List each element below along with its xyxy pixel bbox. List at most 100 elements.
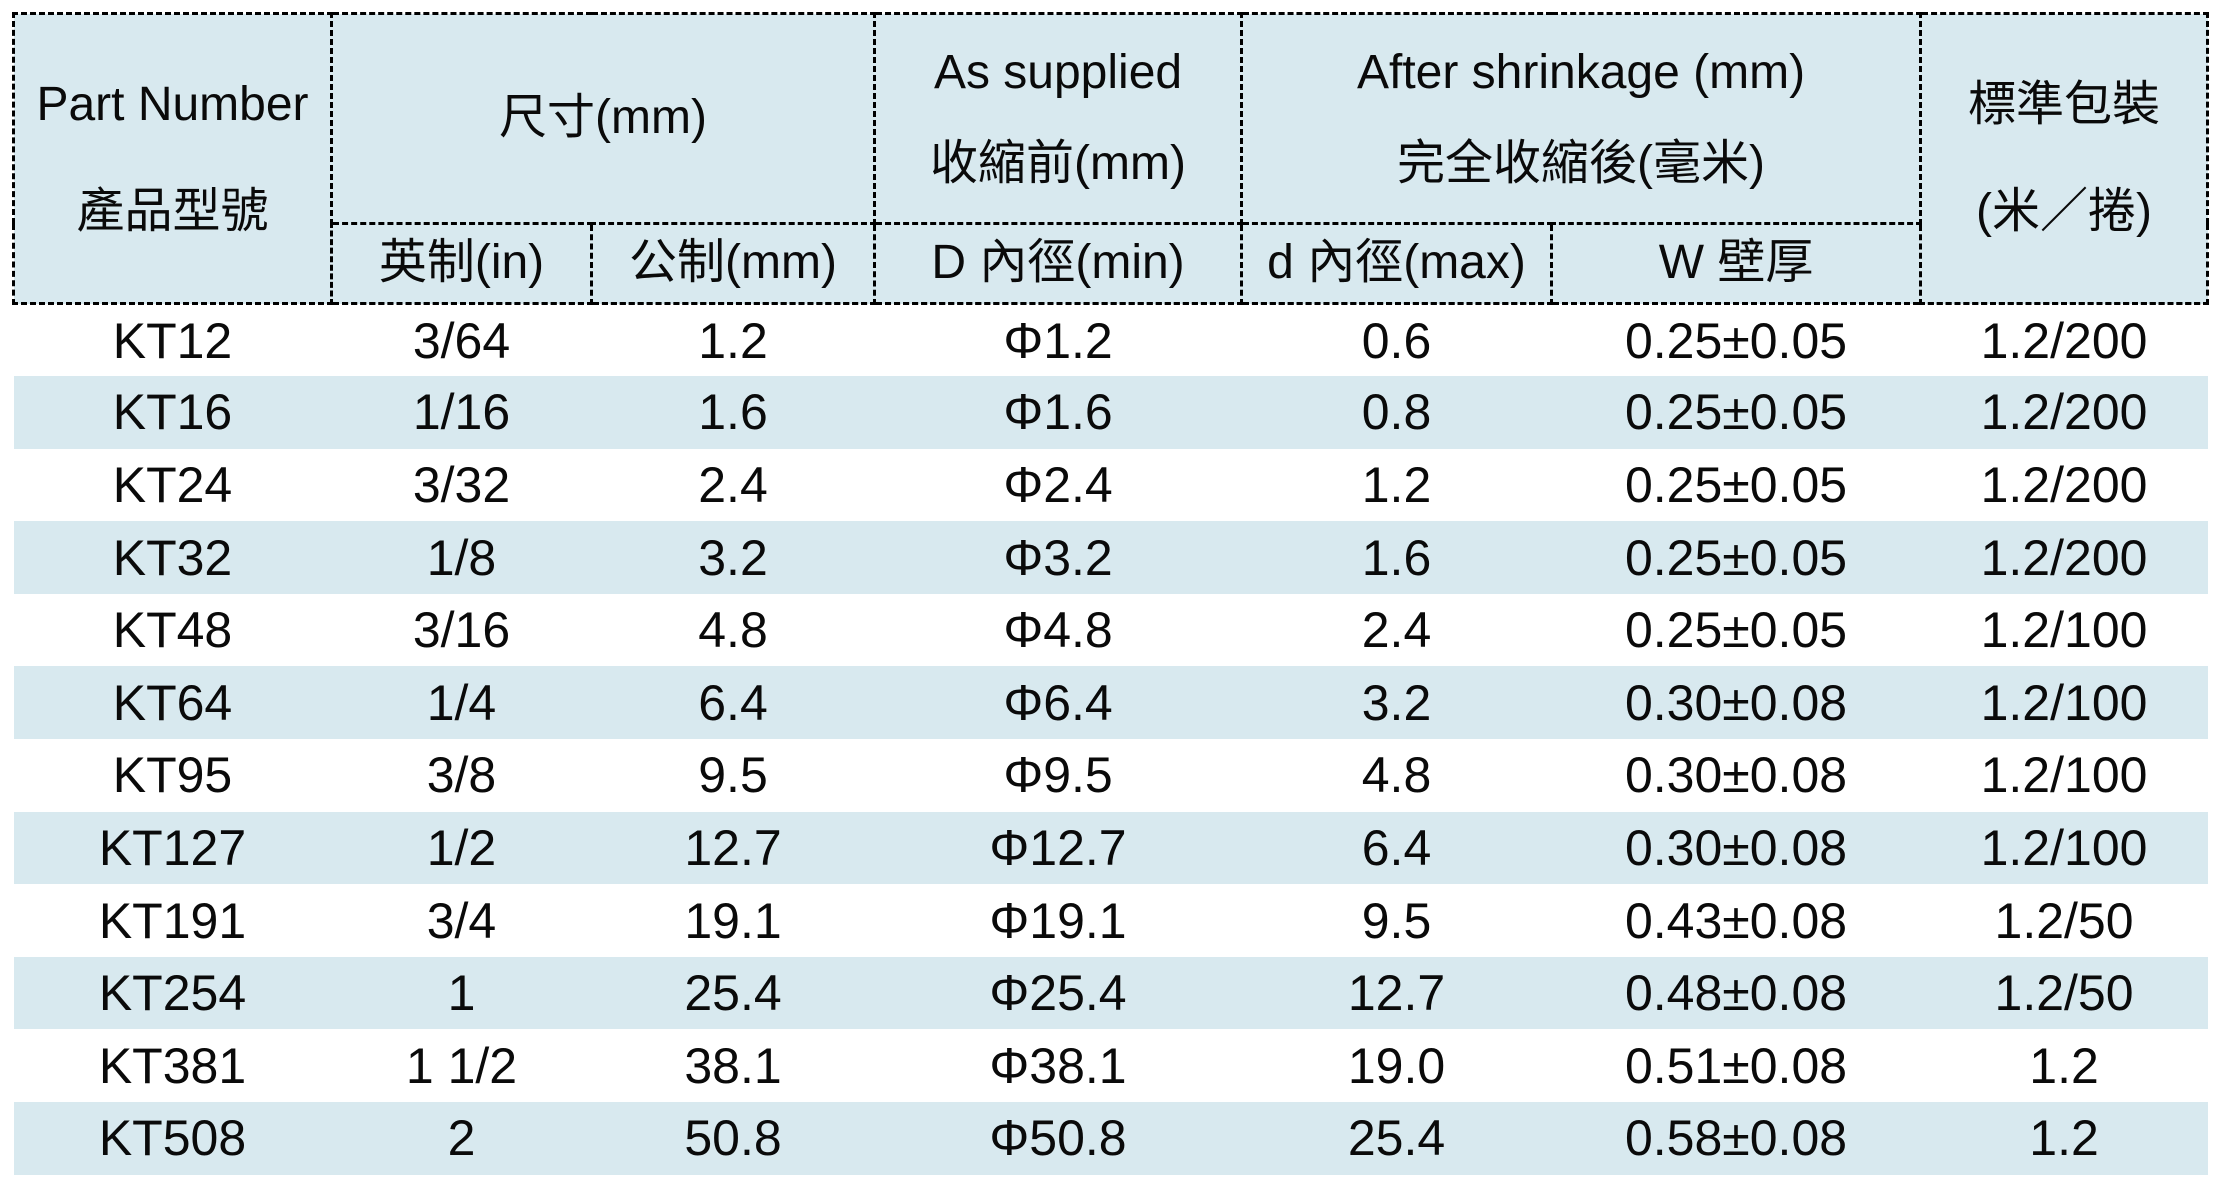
packaging-cell: 1.2/100 xyxy=(1980,602,2148,659)
table-row: KT64 1/4 6.4 Φ6.4 3.2 0.30±0.08 1.2/100 xyxy=(13,666,2208,740)
wall-thickness-cell: 0.58±0.08 xyxy=(1551,1102,1921,1175)
shrunk-diameter-cell: 1.2 xyxy=(1361,456,1432,513)
inch-size-cell: 3/16 xyxy=(412,602,511,659)
shrunk-diameter-cell: 1.6 xyxy=(1241,521,1552,594)
table-row: KT191 3/4 19.1 Φ19.1 9.5 0.43±0.08 1.2/50 xyxy=(14,884,2208,957)
header-part-number-zh: 產品型號 xyxy=(76,184,269,238)
packaging-cell: 1.2/200 xyxy=(1980,456,2148,513)
metric-size-cell: 50.8 xyxy=(591,1102,875,1175)
part-number-cell: KT48 xyxy=(112,602,233,659)
header-after-shrinkage-zh: 完全收縮後(毫米) xyxy=(1397,136,1766,190)
inch-size-cell: 3/8 xyxy=(426,747,497,804)
part-number-cell: KT24 xyxy=(112,456,233,513)
packaging-cell: 1.2/200 xyxy=(1920,376,2208,449)
packaging-cell: 1.2/100 xyxy=(1980,747,2148,804)
packaging-cell: 1.2/200 xyxy=(1920,521,2208,594)
table-body: KT12 3/64 1.2 Φ1.2 0.6 0.25±0.05 1.2/200 KT16 1/… xyxy=(13,304,2208,1175)
inch-size-cell: 1 xyxy=(331,956,592,1030)
inch-size-cell: 1/8 xyxy=(331,521,592,594)
part-number-cell: KT508 xyxy=(13,1102,332,1175)
supplied-diameter-cell: Φ50.8 xyxy=(874,1102,1242,1175)
part-number-cell: KT16 xyxy=(13,376,332,449)
packaging-cell: 1.2/200 xyxy=(1980,312,2148,369)
header-packaging-unit: (米／捲) xyxy=(1976,184,2153,238)
subheader-d-min: D 內徑(min) xyxy=(873,222,1244,305)
metric-size-cell: 19.1 xyxy=(684,892,782,949)
wall-thickness-cell: 0.30±0.08 xyxy=(1551,811,1921,885)
part-number-cell: KT127 xyxy=(13,811,332,885)
supplied-diameter-cell: Φ4.8 xyxy=(1003,602,1113,659)
table-row: KT48 3/16 4.8 Φ4.8 2.4 0.25±0.05 1.2/100 xyxy=(14,594,2208,667)
shrunk-diameter-cell: 3.2 xyxy=(1241,666,1552,740)
supplied-diameter-cell: Φ9.5 xyxy=(1003,747,1113,804)
table-row: KT127 1/2 12.7 Φ12.7 6.4 0.30±0.08 1.2/100 xyxy=(13,811,2208,885)
shrunk-diameter-cell: 12.7 xyxy=(1241,956,1552,1030)
wall-thickness-cell: 0.25±0.05 xyxy=(1624,312,1848,369)
supplied-diameter-cell: Φ3.2 xyxy=(874,521,1242,594)
part-number-cell: KT64 xyxy=(13,666,332,740)
shrunk-diameter-cell: 19.0 xyxy=(1347,1037,1446,1094)
supplied-diameter-cell: Φ2.4 xyxy=(1003,456,1113,513)
inch-size-cell: 1/2 xyxy=(331,811,592,885)
part-number-cell: KT191 xyxy=(98,892,247,949)
packaging-cell: 1.2/50 xyxy=(1994,892,2134,949)
packaging-cell: 1.2/100 xyxy=(1920,666,2208,740)
metric-size-cell: 1.6 xyxy=(591,376,875,449)
wall-thickness-cell: 0.43±0.08 xyxy=(1624,892,1848,949)
shrunk-diameter-cell: 0.6 xyxy=(1361,312,1432,369)
header-as-supplied-zh: 收縮前(mm) xyxy=(930,136,1186,190)
wall-thickness-cell: 0.48±0.08 xyxy=(1551,956,1921,1030)
header-part-number-en: Part Number xyxy=(36,78,309,132)
wall-thickness-cell: 0.30±0.08 xyxy=(1551,666,1921,740)
supplied-diameter-cell: Φ19.1 xyxy=(989,892,1127,949)
metric-size-cell: 1.2 xyxy=(698,312,768,369)
table-row: KT12 3/64 1.2 Φ1.2 0.6 0.25±0.05 1.2/200 xyxy=(14,304,2208,377)
inch-size-cell: 3/4 xyxy=(426,892,497,949)
supplied-diameter-cell: Φ6.4 xyxy=(874,666,1242,740)
supplied-diameter-cell: Φ25.4 xyxy=(874,956,1242,1030)
table-row: KT508 2 50.8 Φ50.8 25.4 0.58±0.08 1.2 xyxy=(13,1102,2208,1175)
supplied-diameter-cell: Φ38.1 xyxy=(989,1037,1127,1094)
metric-size-cell: 3.2 xyxy=(591,521,875,594)
shrunk-diameter-cell: 2.4 xyxy=(1361,602,1432,659)
metric-size-cell: 4.8 xyxy=(698,602,768,659)
header-as-supplied: As supplied 收縮前(mm) xyxy=(873,12,1244,225)
subheader-metric: 公制(mm) xyxy=(589,222,877,305)
part-number-cell: KT32 xyxy=(13,521,332,594)
inch-size-cell: 1/4 xyxy=(331,666,592,740)
shrunk-diameter-cell: 9.5 xyxy=(1361,892,1432,949)
part-number-cell: KT12 xyxy=(112,312,233,369)
wall-thickness-cell: 0.25±0.05 xyxy=(1624,456,1848,513)
header-after-shrinkage: After shrinkage (mm) 完全收縮後(毫米) xyxy=(1240,12,1923,225)
wall-thickness-cell: 0.25±0.05 xyxy=(1551,521,1921,594)
heat-shrink-spec-table: Part Number 產品型號 尺寸(mm) As supplied 收縮前(… xyxy=(12,12,2210,1175)
subheader-d-max: d 內徑(max) xyxy=(1240,222,1554,305)
wall-thickness-cell: 0.51±0.08 xyxy=(1624,1037,1848,1094)
header-row-1: Part Number 產品型號 尺寸(mm) As supplied 收縮前(… xyxy=(12,12,2210,305)
shrunk-diameter-cell: 6.4 xyxy=(1241,811,1552,885)
packaging-cell: 1.2 xyxy=(1920,1102,2208,1175)
supplied-diameter-cell: Φ1.6 xyxy=(874,376,1242,449)
part-number-cell: KT254 xyxy=(13,956,332,1030)
packaging-cell: 1.2/100 xyxy=(1920,811,2208,885)
inch-size-cell: 1/16 xyxy=(331,376,592,449)
inch-size-cell: 1 1/2 xyxy=(405,1037,518,1094)
wall-thickness-cell: 0.25±0.05 xyxy=(1624,602,1848,659)
subheader-inch: 英制(in) xyxy=(330,222,593,305)
header-after-shrinkage-en: After shrinkage (mm) xyxy=(1356,46,1806,100)
header-as-supplied-en: As supplied xyxy=(933,46,1183,100)
inch-size-cell: 3/64 xyxy=(412,312,511,369)
wall-thickness-cell: 0.30±0.08 xyxy=(1624,747,1848,804)
supplied-diameter-cell: Φ12.7 xyxy=(874,811,1242,885)
part-number-cell: KT95 xyxy=(112,747,233,804)
header-packaging: 標準包裝 (米／捲) xyxy=(1919,12,2210,305)
metric-size-cell: 12.7 xyxy=(591,811,875,885)
table-row: KT32 1/8 3.2 Φ3.2 1.6 0.25±0.05 1.2/200 xyxy=(13,521,2208,594)
table-row: KT254 1 25.4 Φ25.4 12.7 0.48±0.08 1.2/50 xyxy=(13,956,2208,1030)
header-packaging-zh: 標準包裝 xyxy=(1968,78,2161,132)
metric-size-cell: 6.4 xyxy=(591,666,875,740)
shrunk-diameter-cell: 25.4 xyxy=(1241,1102,1552,1175)
table-header: Part Number 產品型號 尺寸(mm) As supplied 收縮前(… xyxy=(12,12,2210,305)
wall-thickness-cell: 0.25±0.05 xyxy=(1551,376,1921,449)
